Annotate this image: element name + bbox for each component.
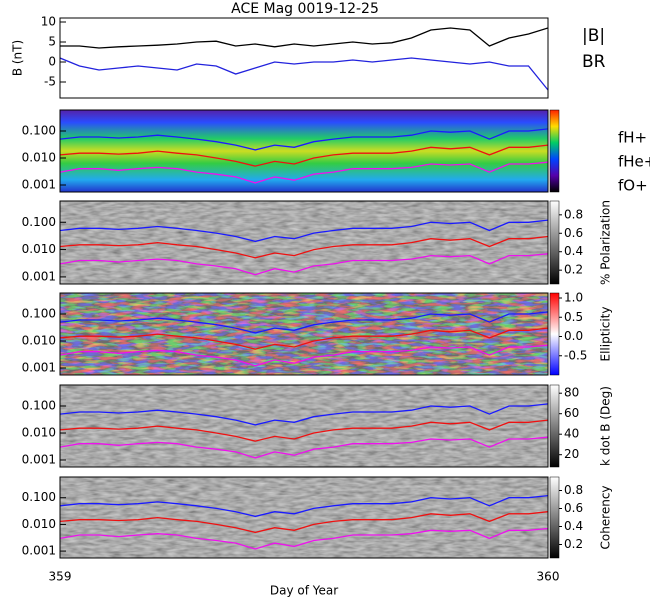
colorbar-tick-label: 0.8 (564, 483, 583, 497)
plot-frame (59, 200, 549, 285)
colorbar-tick-label: 0.6 (564, 501, 583, 515)
plot-frame (59, 476, 549, 559)
colorbar-tick-label: 80 (564, 386, 579, 400)
y-tick-label: 0.010 (22, 425, 56, 439)
y-tick-label: 10 (41, 15, 56, 29)
y-tick-label: 0.001 (22, 269, 56, 283)
series-line (60, 311, 548, 334)
plot-frame (59, 109, 549, 193)
y-tick-label: 0.100 (22, 399, 56, 413)
legend-label: fO+ (618, 177, 648, 195)
series-line (60, 161, 548, 184)
colorbar-tick-label: 20 (564, 447, 579, 461)
y-tick-label: 0.001 (22, 452, 56, 466)
colorbar-label: Ellipticity (599, 307, 613, 362)
y-tick-label: 0.010 (22, 517, 56, 531)
plot-frame (59, 17, 549, 99)
legend-label: BR (582, 52, 606, 72)
series-line (60, 253, 548, 276)
y-tick-label: 0.001 (22, 177, 56, 191)
colorbar (549, 384, 560, 468)
y-tick-label: 5 (48, 35, 56, 49)
colorbar-tick-label: 0.0 (564, 329, 583, 343)
legend-label: fHe+ (618, 153, 650, 171)
colorbar (549, 200, 560, 285)
x-axis-label: Day of Year (270, 584, 338, 598)
legend-label: fH+ (618, 129, 647, 147)
series-line (60, 403, 548, 426)
spectrogram-texture (60, 477, 548, 558)
series-line (60, 436, 548, 459)
y-tick-label: 0.100 (22, 124, 56, 138)
plot-frame (59, 292, 549, 376)
colorbar-tick-label: 0.4 (564, 244, 583, 258)
y-tick-label: 0.010 (22, 150, 56, 164)
y-tick-label: -5 (44, 75, 56, 89)
series-line (60, 27, 548, 49)
series-line (60, 494, 548, 518)
colorbar-tick-label: 0.6 (564, 226, 583, 240)
colorbar-tick-label: 60 (564, 406, 579, 420)
spectrogram-texture (60, 385, 548, 467)
series-line (60, 527, 548, 550)
chart-title: ACE Mag 0019-12-25 (231, 1, 379, 17)
colorbar (549, 292, 560, 376)
colorbar (549, 476, 560, 559)
colorbar-label: Coherency (599, 485, 613, 549)
spectrogram-texture (60, 293, 548, 375)
colorbar-tick-label: 0.4 (564, 519, 583, 533)
colorbar-label: k dot B (Deg) (599, 386, 613, 466)
series-line (60, 235, 548, 259)
series-line (60, 344, 548, 367)
y-tick-label: 0.001 (22, 360, 56, 374)
colorbar (549, 109, 560, 193)
y-tick-label: 0.100 (22, 215, 56, 229)
y-tick-label: 0 (48, 55, 56, 69)
series-line (60, 327, 548, 350)
colorbar-tick-label: 1.0 (564, 291, 583, 305)
series-line (60, 419, 548, 442)
colorbar-tick-label: 0.8 (564, 207, 583, 221)
plot-frame (59, 384, 549, 468)
spectrogram-image (60, 110, 548, 192)
y-tick-label: 0.010 (22, 242, 56, 256)
series-line (60, 57, 548, 91)
colorbar-tick-label: 0.2 (564, 537, 583, 551)
y-tick-label: 0.100 (22, 307, 56, 321)
x-tick-label: 360 (537, 570, 560, 584)
y-axis-label: B (nT) (11, 40, 25, 76)
colorbar-label: % Polarization (599, 200, 613, 285)
colorbar-tick-label: 0.2 (564, 263, 583, 277)
colorbar-tick-label: -0.5 (564, 348, 587, 362)
y-tick-label: 0.010 (22, 333, 56, 347)
series-line (60, 144, 548, 167)
spectrogram-texture (60, 201, 548, 284)
legend-label: |B| (582, 26, 605, 46)
x-tick-label: 359 (49, 570, 72, 584)
series-line (60, 219, 548, 243)
y-tick-label: 0.001 (22, 544, 56, 558)
series-line (60, 128, 548, 151)
y-tick-label: 0.100 (22, 490, 56, 504)
colorbar-tick-label: 40 (564, 427, 579, 441)
series-line (60, 511, 548, 534)
colorbar-tick-label: 0.5 (564, 310, 583, 324)
